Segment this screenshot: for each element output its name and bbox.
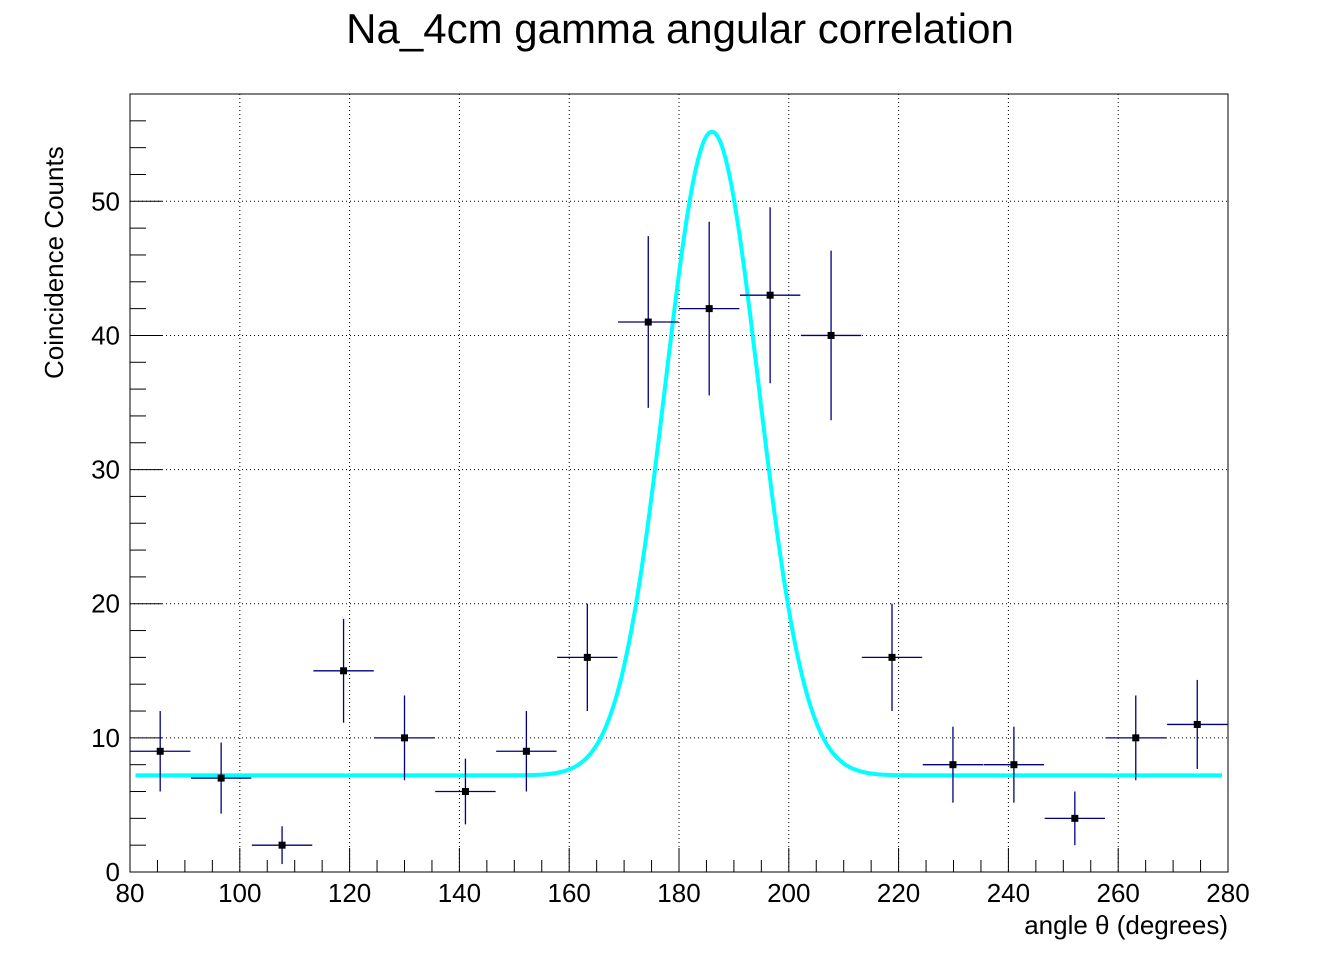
data-point	[190, 742, 252, 814]
point-marker	[156, 747, 164, 755]
point-marker	[583, 653, 591, 661]
x-tick-label: 80	[116, 878, 145, 908]
data-point	[739, 207, 801, 384]
point-marker	[522, 747, 530, 755]
data-point	[374, 695, 435, 781]
x-tick-label: 120	[328, 878, 371, 908]
x-tick-label: 260	[1097, 878, 1140, 908]
x-axis-title: angle θ (degrees)	[1024, 910, 1228, 940]
data-point	[800, 250, 862, 421]
data-point	[1044, 791, 1106, 846]
data-points-layer	[130, 207, 1228, 865]
plot-frame	[129, 93, 1229, 873]
tick-labels: 80 100 120 140 160 180 200 220 240 260 280 0 10 20 30 4…	[91, 186, 1250, 908]
axis-ticks	[129, 93, 1229, 873]
point-marker	[766, 291, 774, 299]
y-tick-label: 10	[91, 723, 120, 753]
x-tick-label: 240	[987, 878, 1030, 908]
data-point	[679, 221, 740, 396]
chart-title: Na_4cm gamma angular correlation	[346, 5, 1014, 52]
data-point	[557, 603, 618, 712]
point-marker	[705, 305, 713, 313]
data-point	[1105, 695, 1166, 781]
grid	[130, 94, 1228, 872]
data-point	[130, 711, 191, 792]
x-tick-label: 220	[877, 878, 920, 908]
fit-curve	[135, 129, 1222, 778]
data-point	[1167, 679, 1228, 769]
x-tick-label: 280	[1206, 878, 1249, 908]
data-point	[861, 603, 923, 712]
data-point	[251, 826, 313, 865]
point-marker	[461, 788, 469, 796]
fit-curve-layer	[135, 129, 1222, 778]
point-marker	[1071, 814, 1079, 822]
y-tick-label: 50	[91, 186, 120, 216]
point-marker	[401, 734, 408, 742]
x-tick-label: 200	[767, 878, 810, 908]
point-marker	[340, 667, 348, 675]
point-marker	[217, 774, 225, 782]
data-point	[922, 726, 984, 803]
point-marker	[278, 841, 286, 849]
y-axis-title: Coincidence Counts	[39, 146, 69, 379]
point-marker	[827, 331, 835, 339]
y-tick-label: 30	[91, 455, 120, 485]
data-point	[435, 758, 496, 825]
x-tick-label: 160	[548, 878, 591, 908]
data-point	[983, 726, 1045, 803]
y-tick-label: 0	[106, 857, 120, 887]
x-tick-label: 180	[657, 878, 700, 908]
data-point	[496, 711, 557, 792]
point-marker	[644, 318, 652, 326]
point-marker	[949, 761, 957, 769]
point-marker	[1010, 761, 1018, 769]
x-tick-label: 140	[438, 878, 481, 908]
y-tick-label: 20	[91, 589, 120, 619]
data-point	[618, 236, 679, 408]
point-marker	[888, 653, 896, 661]
point-marker	[1193, 720, 1201, 728]
data-point	[313, 618, 374, 723]
y-tick-label: 40	[91, 320, 120, 350]
point-marker	[1132, 734, 1140, 742]
x-tick-label: 100	[218, 878, 261, 908]
